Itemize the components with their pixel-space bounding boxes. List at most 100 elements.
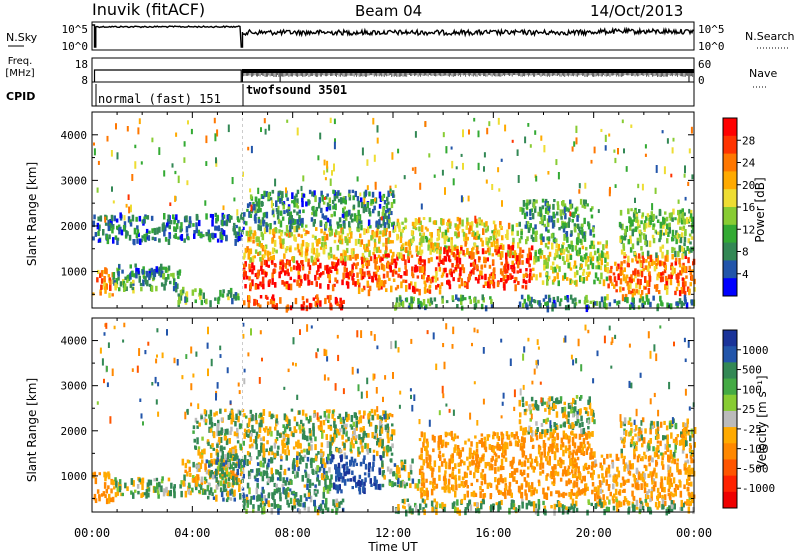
range-gate-echo [450,146,453,150]
range-gate-echo [567,447,570,451]
range-gate-echo [104,288,107,294]
range-gate-echo [580,489,584,495]
range-gate-echo [354,254,358,261]
range-gate-echo [361,147,364,156]
range-gate-echo [528,263,531,268]
range-gate-echo [636,260,639,264]
range-gate-echo [387,237,390,244]
range-gate-echo [248,452,251,457]
range-gate-echo [645,259,648,263]
range-gate-echo [681,281,685,289]
range-gate-echo [553,199,556,203]
range-gate-echo [566,469,570,476]
range-gate-echo [234,231,238,239]
range-gate-echo [124,276,127,281]
range-gate-echo [355,415,358,421]
range-gate-echo [296,189,300,195]
range-gate-echo [266,464,269,470]
range-gate-echo [379,249,382,254]
range-gate-echo [619,223,623,229]
range-gate-echo [392,471,396,477]
range-gate-echo [592,244,596,250]
range-gate-echo [275,418,278,424]
range-gate-echo [216,423,220,430]
range-gate-echo [249,236,252,240]
range-gate-echo [272,214,275,218]
range-gate-echo [688,216,692,222]
range-gate-echo [578,299,581,304]
range-gate-echo [287,272,290,277]
range-gate-echo [404,259,407,266]
range-gate-echo [378,282,381,289]
range-gate-echo [623,148,625,154]
range-gate-echo [325,497,328,505]
range-gate-echo [290,225,294,230]
range-gate-echo [385,253,388,258]
range-gate-echo [313,219,316,224]
range-gate-echo [285,477,289,483]
range-gate-echo [313,410,316,417]
range-gate-echo [359,192,362,197]
range-gate-echo [345,267,348,273]
range-gate-echo [454,463,457,469]
range-gate-echo [357,287,361,295]
range-gate-echo [391,269,395,277]
range-gate-echo [403,271,406,276]
range-gate-echo [423,280,426,285]
range-gate-echo [215,217,218,224]
range-gate-echo [247,422,251,428]
range-gate-echo [265,472,269,479]
range-gate-echo [194,445,197,449]
range-gate-echo [211,471,214,476]
range-gate-echo [684,250,687,257]
range-gate-echo [282,435,286,439]
range-gate-echo [683,212,686,216]
range-gate-echo [411,221,415,226]
range-gate-echo [310,281,314,286]
range-gate-echo [429,480,432,485]
range-gate-echo [563,233,566,241]
range-gate-echo [106,135,109,142]
range-gate-echo [497,229,501,237]
range-gate-echo [371,414,374,421]
range-gate-echo [289,276,292,281]
range-gate-echo [392,251,395,257]
range-gate-echo [579,275,582,283]
range-gate-echo [627,239,630,245]
range-gate-echo [338,235,341,241]
range-gate-echo [196,420,199,424]
range-gate-echo [251,444,254,449]
freq-tick-top: 18 [75,58,88,71]
range-gate-echo [303,484,307,488]
range-gate-echo [684,266,687,273]
range-gate-echo [350,456,354,463]
range-gate-echo [547,206,551,213]
range-gate-echo [494,228,498,233]
range-gate-echo [380,284,383,290]
range-gate-echo [663,166,666,175]
range-gate-echo [521,472,524,477]
range-gate-echo [661,244,665,249]
range-gate-echo [567,250,570,254]
range-gate-echo [464,440,467,445]
range-gate-echo [298,264,301,272]
range-gate-echo [215,476,218,483]
range-gate-echo [574,207,577,214]
range-gate-echo [488,279,492,285]
range-gate-echo [637,183,640,189]
range-gate-echo [148,230,151,234]
range-gate-echo [357,238,361,245]
range-gate-echo [595,265,598,270]
range-gate-echo [659,221,663,226]
range-gate-echo [589,259,593,266]
range-gate-echo [134,144,137,149]
range-gate-echo [373,254,377,260]
range-gate-echo [519,443,523,451]
range-gate-echo [202,234,205,238]
range-gate-echo [485,179,488,184]
range-gate-echo [339,428,342,433]
range-gate-echo [230,464,233,469]
range-gate-echo [285,424,289,430]
range-gate-echo [278,235,281,239]
range-gate-echo [274,453,277,458]
